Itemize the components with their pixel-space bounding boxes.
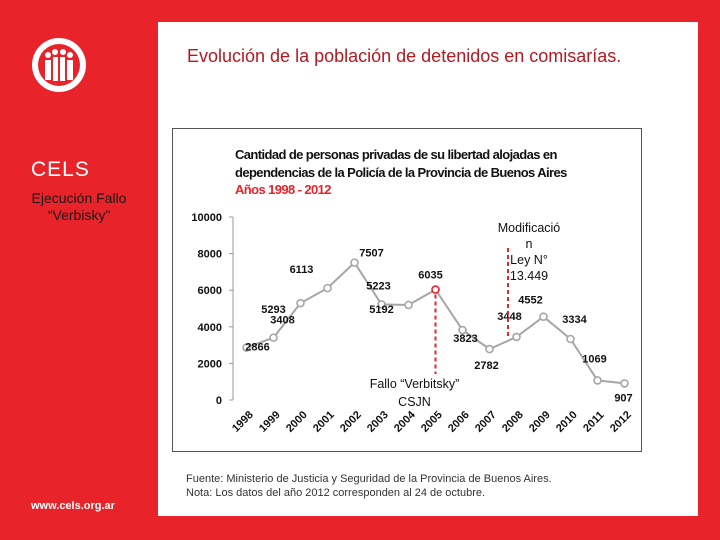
x-tick-label: 2003 (365, 409, 391, 435)
law-annotation-text: 13.449 (510, 269, 548, 283)
note-line: Nota: Los datos del año 2012 corresponde… (186, 487, 486, 499)
x-tick-label: 2008 (500, 409, 526, 435)
x-tick-label: 2005 (419, 409, 445, 435)
data-label: 5223 (366, 280, 390, 292)
data-point-marker (512, 332, 521, 342)
data-point-marker (566, 334, 575, 344)
chart-title: Cantidad de personas privadas de su libe… (235, 147, 567, 180)
chart-subtitle: Años 1998 - 2012 (235, 182, 332, 197)
data-point-marker (377, 300, 386, 309)
x-tick-label: 1998 (230, 409, 256, 435)
data-point-marker (296, 298, 305, 308)
chart-frame (172, 128, 642, 452)
law-annotation-text: Ley N° (510, 253, 548, 267)
data-point-marker (404, 300, 413, 310)
data-point-marker (458, 325, 467, 335)
verbitsky-annotation-text: Fallo “Verbitsky” (370, 377, 460, 391)
data-label: 5192 (369, 304, 393, 316)
x-tick-label: 2002 (338, 409, 364, 435)
y-tick-label: 0 (216, 395, 222, 407)
data-point-marker (593, 376, 602, 385)
side-note: Ejecución Fallo “Verbisky” (31, 190, 127, 223)
verbitsky-annotation-text: CSJN (398, 395, 431, 409)
website-link[interactable]: www.cels.org.ar (31, 500, 115, 512)
data-point-marker (431, 285, 440, 294)
data-label: 2782 (474, 360, 498, 372)
data-label: 3448 (497, 311, 521, 323)
data-label: 907 (614, 392, 632, 404)
x-tick-label: 2011 (581, 409, 606, 434)
data-label: 3823 (453, 333, 477, 345)
x-tick-label: 2000 (284, 409, 310, 435)
data-point-marker (242, 343, 251, 352)
data-label: 1069 (582, 353, 606, 365)
data-point-marker (485, 344, 494, 354)
x-tick-label: 2012 (608, 409, 634, 435)
data-point-marker (539, 312, 548, 321)
y-tick-label: 6000 (198, 285, 222, 297)
x-tick-label: 2004 (392, 408, 418, 434)
data-label: 3334 (562, 314, 587, 326)
data-label: 2866 (245, 342, 269, 354)
source-note: Fuente: Ministerio de Justicia y Segurid… (186, 472, 666, 500)
source-line: Fuente: Ministerio de Justicia y Segurid… (186, 473, 552, 485)
data-label: 6113 (290, 264, 314, 276)
x-tick-label: 2010 (554, 409, 580, 435)
y-tick-label: 2000 (198, 358, 222, 370)
page-title: Evolución de la población de detenidos e… (187, 46, 622, 66)
x-tick-label: 2007 (473, 409, 499, 435)
data-label: 4552 (518, 295, 542, 307)
data-label: 5293 (261, 304, 285, 316)
cels-logo-icon (32, 38, 86, 92)
data-label: 7507 (359, 248, 383, 260)
brand-name: CELS (31, 158, 90, 181)
x-tick-label: 2006 (446, 409, 472, 435)
data-point-marker (323, 283, 332, 293)
data-point-marker (350, 258, 359, 267)
x-tick-label: 2001 (311, 409, 337, 435)
data-label: 3408 (270, 315, 294, 327)
law-annotation-text: Modificació (498, 221, 561, 235)
law-annotation-text: n (526, 237, 533, 251)
y-tick-label: 10000 (191, 212, 222, 224)
x-tick-label: 2009 (527, 409, 553, 435)
data-point-marker (269, 333, 278, 342)
x-tick-label: 1999 (257, 409, 283, 435)
y-tick-label: 4000 (198, 322, 222, 334)
y-tick-label: 8000 (198, 249, 222, 261)
data-label: 6035 (418, 270, 442, 282)
data-point-marker (620, 379, 629, 388)
